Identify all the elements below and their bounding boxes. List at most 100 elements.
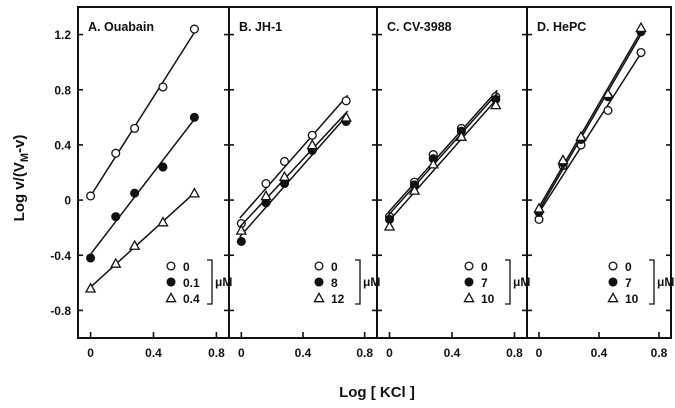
data-point-series-3 [455, 130, 468, 141]
panel-label: B. JH-1 [239, 20, 282, 34]
x-tick-label: 0.4 [295, 346, 312, 360]
data-point-series-1 [158, 82, 168, 92]
y-tick-label: 0 [64, 194, 71, 208]
panels-group: 0 0.4 0.8 1.2 0.8 0.4 0 -0.4 -0.8 A. Ouabain 0 0.1 0… [50, 6, 674, 360]
data-point-series-2 [158, 162, 168, 172]
legend-bracket [649, 259, 655, 305]
legend-marker-3 [607, 292, 619, 303]
legend-label-2: 8 [331, 276, 338, 290]
legend-bracket [207, 259, 213, 305]
data-point-series-2 [130, 188, 140, 198]
fit-line-series-1 [536, 50, 644, 216]
data-point-series-3 [260, 190, 272, 201]
legend-label-3: 10 [481, 292, 495, 306]
data-point-series-1 [603, 105, 613, 115]
data-point-series-1 [130, 123, 140, 133]
data-point-series-3 [383, 220, 396, 231]
x-tick-label: 0 [87, 346, 94, 360]
data-point-series-2 [111, 212, 121, 222]
data-point-series-1 [261, 178, 271, 189]
panel-label: D. HePC [537, 20, 586, 34]
data-point-series-3 [278, 170, 291, 181]
fit-line-series-3 [387, 97, 498, 223]
data-point-series-1 [636, 47, 646, 58]
data-point-series-3 [84, 282, 97, 293]
panel-1: 0 0.4 0.8 1.2 0.8 0.4 0 -0.4 -0.8 A. Ouabain 0 0.1 0… [50, 6, 232, 360]
legend-marker-3 [463, 292, 475, 303]
legend-label-1: 0 [625, 260, 632, 274]
x-tick-label: 0 [536, 346, 543, 360]
panel-frame [376, 6, 528, 339]
fit-line-series-2 [536, 31, 644, 214]
legend-label-1: 0 [183, 260, 190, 274]
legend-marker-3 [313, 292, 325, 303]
legend-label-3: 10 [625, 292, 639, 306]
y-tick-label: 0.4 [54, 138, 71, 152]
x-tick-label: 0.8 [356, 346, 373, 360]
x-tick-label: 0.8 [651, 346, 668, 360]
y-axis-label-main: Log v/(V [11, 162, 28, 221]
legend-marker-2 [464, 277, 474, 287]
legend-label-2: 0.1 [183, 276, 200, 290]
data-point-series-3 [575, 130, 587, 141]
y-axis-label-tail: -v) [11, 135, 28, 153]
data-point-series-3 [427, 158, 439, 169]
data-point-series-3 [128, 239, 141, 250]
legend-bracket [355, 259, 361, 305]
data-point-series-3 [157, 216, 169, 227]
legend-marker-2 [166, 277, 176, 287]
data-point-series-3 [306, 138, 318, 150]
legend: 00.10.4μM [165, 259, 232, 306]
data-point-series-3 [110, 257, 122, 268]
y-tick-label: -0.4 [50, 249, 71, 263]
data-point-series-2 [189, 112, 199, 122]
data-point-series-2 [236, 236, 246, 247]
x-tick-label: 0 [238, 346, 245, 360]
data-point-series-3 [533, 202, 545, 213]
data-point-series-3 [602, 87, 614, 99]
fit-line-series-3 [239, 110, 349, 228]
x-tick-label: 0.4 [444, 346, 461, 360]
legend-marker-2 [608, 277, 618, 287]
panel-label: A. Ouabain [88, 20, 154, 34]
x-tick-label: 0.4 [145, 346, 162, 360]
fit-line-series-2 [88, 116, 197, 257]
legend-label-3: 12 [331, 292, 345, 306]
fit-line-series-1 [88, 29, 197, 199]
data-point-series-1 [307, 130, 317, 140]
panel-4: 0 0.4 0.8 D. HePC 0 7 10 μM [526, 6, 674, 360]
legend-marker-3 [165, 292, 177, 303]
x-tick-label: 0.4 [591, 346, 608, 360]
legend-unit: μM [657, 275, 674, 289]
legend-marker-1 [464, 261, 474, 271]
data-point-series-1 [279, 156, 290, 167]
fit-line-series-2 [239, 114, 349, 238]
data-point-series-3 [188, 187, 201, 198]
data-point-series-2 [86, 253, 96, 263]
y-tick-label: 0.8 [54, 83, 71, 97]
panel-label: C. CV-3988 [387, 20, 452, 34]
legend-marker-2 [314, 277, 324, 287]
fit-line-series-1 [239, 94, 349, 219]
legend: 0 7 10 μM [607, 259, 674, 306]
legend-marker-1 [166, 261, 176, 271]
data-point-series-3 [235, 224, 248, 235]
data-point-series-3 [340, 111, 352, 122]
legend-label-2: 7 [625, 276, 632, 290]
data-point-series-3 [635, 21, 647, 33]
panel-frame [526, 6, 672, 339]
legend-marker-1 [608, 261, 618, 271]
data-point-series-1 [86, 191, 96, 201]
fit-line-series-1 [387, 89, 498, 214]
x-axis-label: Log [ KCl ] [339, 384, 415, 401]
fit-line-series-3 [88, 190, 197, 290]
x-tick-label: 0.8 [208, 346, 225, 360]
legend-label-1: 0 [331, 260, 338, 274]
data-point-series-1 [189, 24, 199, 34]
x-tick-label: 0 [386, 346, 393, 360]
legend-label-1: 0 [481, 260, 488, 274]
